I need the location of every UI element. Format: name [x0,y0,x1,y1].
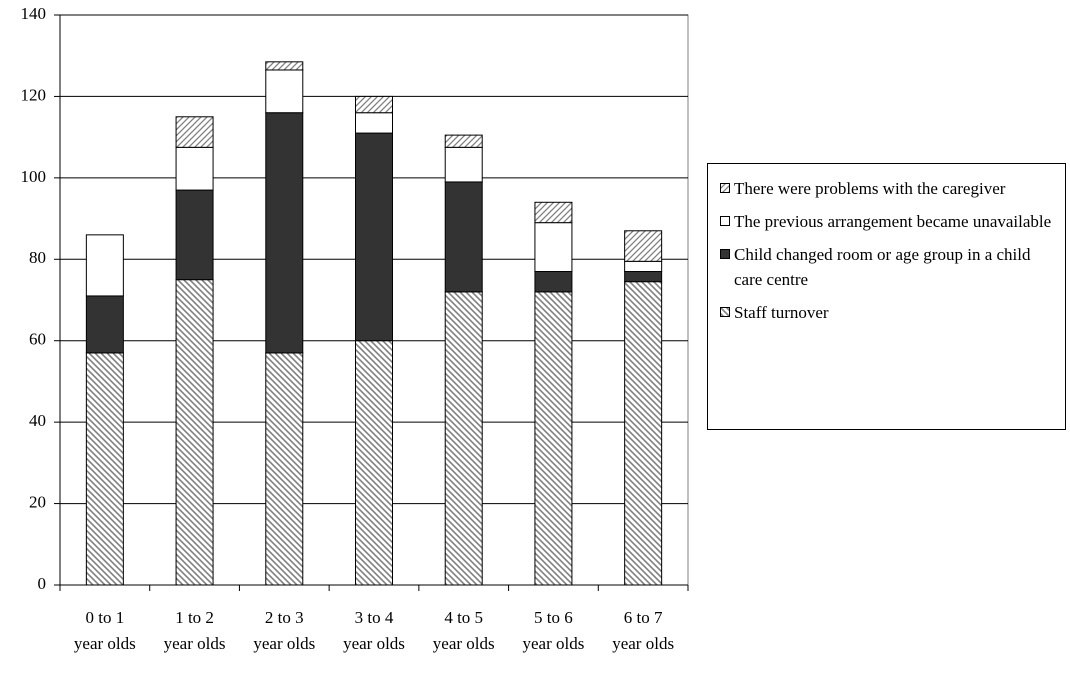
x-tick-label: 4 to 5 year olds [432,608,495,653]
bar-segment [355,112,393,134]
y-tick-label: 20 [29,492,46,511]
legend-label: The previous arrangement became unavaila… [734,212,1052,231]
bar-segment [624,230,663,262]
bar-segment [175,279,214,586]
bar-segment [85,234,124,297]
x-tick-label: 0 to 1 year olds [73,608,136,653]
bar-segment [355,340,393,586]
bar-segment [175,189,214,281]
bar-segment [444,146,483,183]
bar-segment [85,295,124,354]
legend-item: There were problems with the caregiver [720,176,1059,201]
x-tick-label: 2 to 3 year olds [253,608,316,653]
x-tick-label: 1 to 2 year olds [163,608,226,653]
y-tick-label: 80 [29,248,46,267]
legend-label: Child changed room or age group in a chi… [734,245,1031,289]
bar-segment [265,352,304,586]
y-tick-label: 120 [21,85,47,104]
bar-segment [534,291,573,586]
legend: There were problems with the caregiver Th… [707,163,1066,430]
bar-segment [355,132,393,342]
y-tick-label: 0 [38,574,47,593]
x-tick-label: 6 to 7 year olds [612,608,675,653]
legend-swatch [720,307,730,317]
legend-item: The previous arrangement became unavaila… [720,209,1059,234]
legend-swatch [720,249,730,259]
bar-segment [355,95,393,114]
y-tick-label: 100 [21,167,47,186]
bar-segment [444,181,483,293]
legend-swatch [720,183,730,193]
legend-swatch [720,216,730,226]
bar-segment [624,271,663,283]
bar-segment [85,352,124,586]
legend-item: Staff turnover [720,300,1059,325]
bar-segment [265,61,304,71]
x-tick-label: 5 to 6 year olds [522,608,585,653]
bar-segment [534,201,573,224]
bar-segment [175,116,214,148]
bar-segment [175,146,214,191]
legend-label: Staff turnover [734,303,829,322]
bar-segment [265,112,304,354]
bar-segment [624,260,663,273]
bar-segment [444,291,483,586]
bar-segment [534,271,573,293]
bar-segment [444,134,483,148]
y-tick-label: 140 [21,4,47,23]
x-tick-label: 3 to 4 year olds [343,608,405,653]
bar-segment [624,281,663,586]
legend-label: There were problems with the caregiver [734,179,1006,198]
bar-segment [265,69,304,114]
legend-item: Child changed room or age group in a chi… [720,242,1059,292]
y-tick-label: 40 [29,411,46,430]
bar-segment [534,222,573,272]
y-tick-label: 60 [29,330,46,349]
